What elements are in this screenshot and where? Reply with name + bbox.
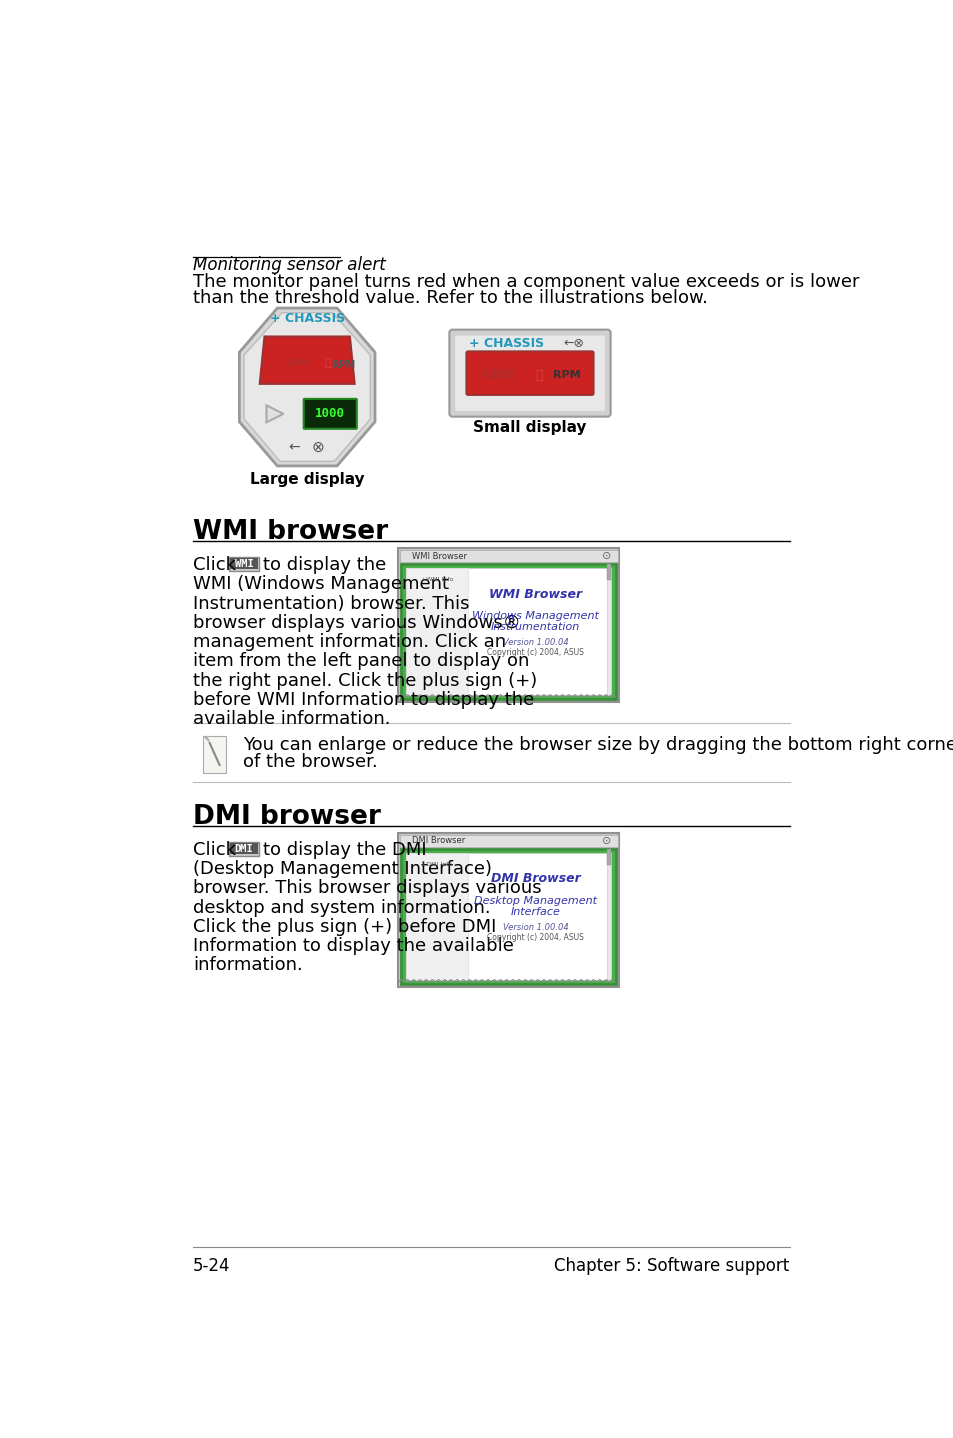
- Text: WMI Browser: WMI Browser: [489, 588, 581, 601]
- Polygon shape: [259, 336, 355, 384]
- Text: to display the: to display the: [262, 557, 385, 574]
- Polygon shape: [239, 308, 375, 466]
- Polygon shape: [244, 312, 370, 462]
- Text: RPM: RPM: [553, 370, 580, 380]
- Bar: [399, 549, 617, 562]
- Text: Large display: Large display: [250, 472, 364, 487]
- Text: ⎕: ⎕: [324, 358, 331, 368]
- Text: Instrumentation: Instrumentation: [491, 623, 579, 633]
- Text: ⊙: ⊙: [601, 551, 611, 561]
- Text: item from the left panel to display on: item from the left panel to display on: [193, 653, 529, 670]
- Text: RPM: RPM: [331, 360, 355, 370]
- Text: The monitor panel turns red when a component value exceeds or is lower: The monitor panel turns red when a compo…: [193, 273, 859, 290]
- Text: ⊙: ⊙: [601, 835, 611, 846]
- Text: (Desktop Management Interface): (Desktop Management Interface): [193, 860, 492, 879]
- FancyBboxPatch shape: [303, 398, 356, 429]
- Text: 0000: 0000: [482, 368, 516, 383]
- Text: Information to display the available: Information to display the available: [193, 938, 514, 955]
- Text: WMI browser: WMI browser: [193, 519, 388, 545]
- Text: Copyright (c) 2004, ASUS: Copyright (c) 2004, ASUS: [487, 647, 583, 657]
- FancyBboxPatch shape: [401, 564, 616, 699]
- Text: Small display: Small display: [473, 420, 586, 434]
- Text: WMI: WMI: [234, 559, 253, 568]
- Text: 1000: 1000: [314, 407, 345, 420]
- Text: ←⊗: ←⊗: [562, 336, 583, 349]
- Bar: [230, 558, 257, 569]
- Bar: [406, 568, 611, 695]
- Text: 5-24: 5-24: [193, 1257, 230, 1274]
- Text: management information. Click an: management information. Click an: [193, 633, 505, 651]
- Text: Chapter 5: Software support: Chapter 5: Software support: [554, 1257, 789, 1274]
- Text: DMI browser: DMI browser: [193, 804, 380, 830]
- FancyBboxPatch shape: [203, 736, 226, 774]
- Bar: [606, 850, 610, 864]
- Text: to display the DMI: to display the DMI: [262, 841, 426, 858]
- FancyBboxPatch shape: [229, 557, 258, 571]
- FancyBboxPatch shape: [466, 351, 593, 395]
- Text: available information.: available information.: [193, 710, 390, 728]
- Text: DMI Browser: DMI Browser: [490, 873, 579, 886]
- FancyBboxPatch shape: [397, 833, 618, 988]
- Bar: [606, 565, 610, 580]
- Text: You can enlarge or reduce the browser size by dragging the bottom right corner: You can enlarge or reduce the browser si…: [243, 736, 953, 754]
- Text: of the browser.: of the browser.: [243, 754, 377, 771]
- Text: browser displays various Windows®: browser displays various Windows®: [193, 614, 520, 631]
- Bar: [399, 835, 617, 847]
- Text: WMI Browser: WMI Browser: [412, 552, 467, 561]
- Text: Click: Click: [193, 557, 235, 574]
- Text: Version 1.00.04: Version 1.00.04: [502, 923, 568, 932]
- Text: Desktop Management: Desktop Management: [474, 896, 597, 906]
- Polygon shape: [266, 406, 283, 423]
- FancyBboxPatch shape: [401, 848, 616, 984]
- Bar: [406, 853, 611, 979]
- Text: Click the plus sign (+) before DMI: Click the plus sign (+) before DMI: [193, 917, 496, 936]
- Text: +DMI Info: +DMI Info: [420, 861, 452, 867]
- Bar: [606, 568, 610, 695]
- Text: Interface: Interface: [510, 907, 560, 917]
- Text: than the threshold value. Refer to the illustrations below.: than the threshold value. Refer to the i…: [193, 289, 707, 306]
- FancyBboxPatch shape: [397, 548, 618, 702]
- Text: Windows Management: Windows Management: [472, 611, 598, 621]
- Text: WMI (Windows Management: WMI (Windows Management: [193, 575, 449, 594]
- Text: the right panel. Click the plus sign (+): the right panel. Click the plus sign (+): [193, 672, 537, 689]
- Text: DMI Browser: DMI Browser: [412, 837, 465, 846]
- Bar: [406, 853, 467, 979]
- Text: before WMI Information to display the: before WMI Information to display the: [193, 690, 534, 709]
- Text: +WMI Info: +WMI Info: [420, 577, 453, 581]
- FancyBboxPatch shape: [229, 841, 258, 856]
- Text: ⎕: ⎕: [535, 368, 542, 381]
- Bar: [606, 853, 610, 979]
- Text: ←: ←: [288, 440, 299, 454]
- FancyBboxPatch shape: [449, 329, 610, 417]
- Text: information.: information.: [193, 956, 302, 975]
- Text: Monitoring sensor alert: Monitoring sensor alert: [193, 256, 385, 273]
- Text: ⊗: ⊗: [312, 440, 324, 454]
- Text: Copyright (c) 2004, ASUS: Copyright (c) 2004, ASUS: [487, 933, 583, 942]
- Text: Instrumentation) browser. This: Instrumentation) browser. This: [193, 594, 469, 613]
- Text: + CHASSIS: + CHASSIS: [469, 336, 544, 349]
- Text: 0000: 0000: [286, 358, 309, 368]
- Text: + CHASSIS: + CHASSIS: [270, 312, 344, 325]
- Text: Version 1.00.04: Version 1.00.04: [502, 637, 568, 647]
- FancyBboxPatch shape: [455, 335, 604, 411]
- Text: desktop and system information.: desktop and system information.: [193, 899, 490, 916]
- Bar: [406, 568, 467, 695]
- Text: Click: Click: [193, 841, 235, 858]
- Text: browser. This browser displays various: browser. This browser displays various: [193, 880, 541, 897]
- Bar: [230, 843, 257, 854]
- Text: DMI: DMI: [234, 844, 253, 854]
